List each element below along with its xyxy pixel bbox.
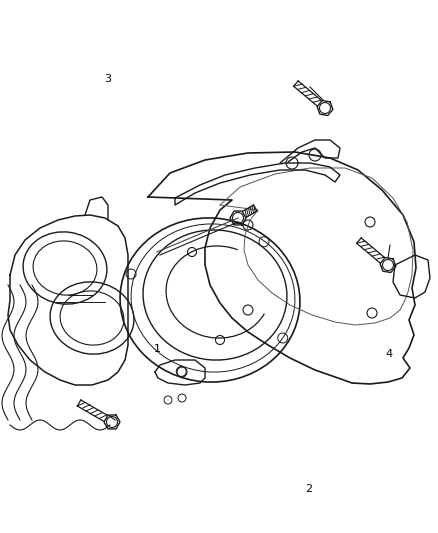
Text: 3: 3 xyxy=(104,74,111,84)
Text: 1: 1 xyxy=(154,344,161,354)
Text: 4: 4 xyxy=(385,350,392,359)
Text: 2: 2 xyxy=(305,484,312,494)
